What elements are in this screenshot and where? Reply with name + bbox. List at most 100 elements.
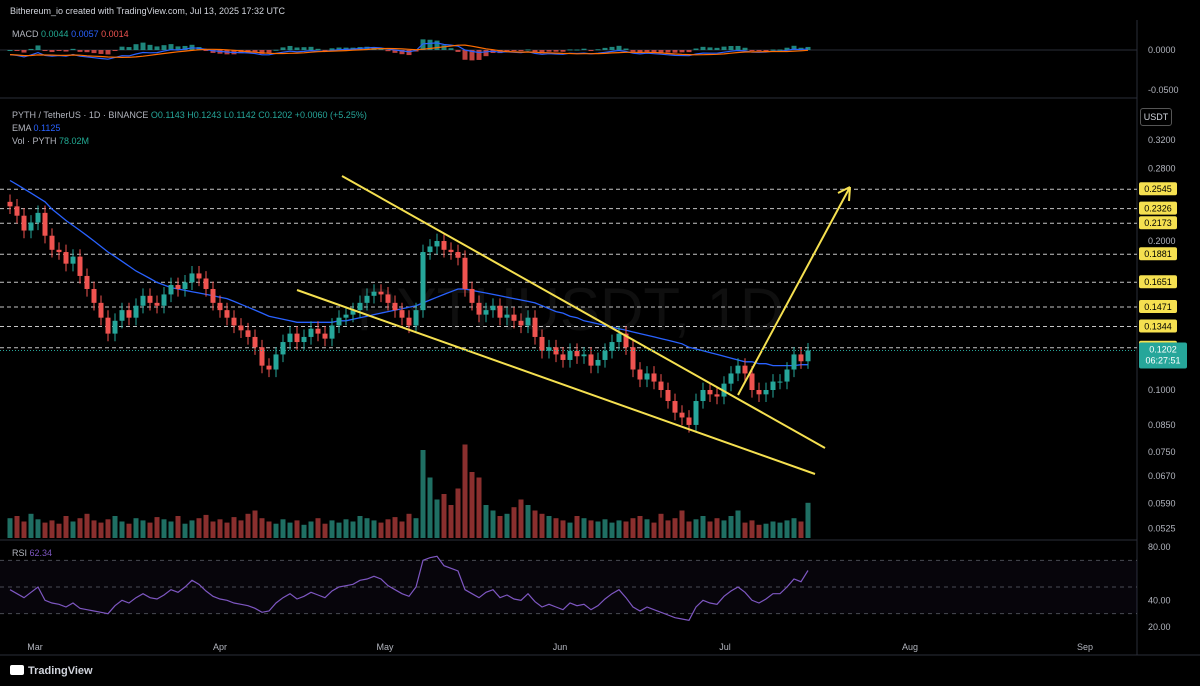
candle-body bbox=[455, 252, 461, 258]
volume-bar bbox=[7, 518, 13, 538]
ohlc-low: L0.1142 bbox=[223, 110, 256, 120]
level-label-box bbox=[1139, 201, 1177, 215]
macd-value-3: 0.0014 bbox=[101, 29, 129, 39]
price-tick-label: 0.3200 bbox=[1148, 135, 1176, 145]
last-price-label: 0.1202 bbox=[1149, 344, 1177, 354]
macd-histogram-bar bbox=[399, 50, 405, 55]
volume-bar bbox=[140, 520, 146, 538]
volume-bar bbox=[777, 522, 783, 538]
candle-body bbox=[588, 354, 594, 366]
candle-body bbox=[511, 314, 517, 321]
volume-bar bbox=[350, 521, 356, 538]
volume-bar bbox=[616, 520, 622, 538]
price-tick-label: 0.1000 bbox=[1148, 385, 1176, 395]
volume-legend[interactable]: Vol · PYTH 78.02M bbox=[12, 136, 89, 146]
macd-histogram-bar bbox=[203, 50, 209, 51]
candle-body bbox=[490, 305, 496, 311]
macd-histogram-bar bbox=[119, 46, 125, 50]
candle-body bbox=[504, 314, 510, 318]
volume-bar bbox=[28, 513, 34, 538]
candle-body bbox=[336, 317, 342, 326]
candle-body bbox=[98, 302, 104, 318]
time-axis-label: May bbox=[376, 642, 394, 652]
macd-histogram-bar bbox=[791, 45, 797, 50]
level-label: 0.1881 bbox=[1144, 249, 1172, 259]
candle-body bbox=[49, 235, 55, 250]
volume-bar bbox=[252, 510, 258, 538]
symbol-legend[interactable]: PYTH / TetherUS · 1D · BINANCE O0.1143 H… bbox=[12, 110, 367, 120]
volume-bar bbox=[623, 521, 629, 538]
volume-bar bbox=[315, 518, 321, 538]
candle-body bbox=[217, 302, 223, 311]
price-tick-label: 0.0850 bbox=[1148, 420, 1176, 430]
rsi-value: 62.34 bbox=[29, 548, 53, 558]
target-arrow-head bbox=[837, 186, 851, 202]
macd-histogram-bar bbox=[210, 50, 216, 53]
candle-body bbox=[469, 288, 475, 303]
macd-line bbox=[9, 42, 809, 60]
target-arrow-line bbox=[737, 186, 851, 396]
volume-bar bbox=[182, 523, 188, 538]
volume-bar bbox=[70, 521, 76, 538]
wedge-lower-line bbox=[296, 289, 816, 475]
macd-histogram-bar bbox=[49, 50, 55, 53]
level-label-box bbox=[1139, 182, 1177, 196]
macd-histogram-bar bbox=[805, 46, 811, 50]
macd-histogram-bar bbox=[609, 46, 615, 50]
macd-histogram-bar bbox=[483, 50, 489, 57]
candle-body bbox=[329, 325, 335, 339]
macd-histogram-bar bbox=[504, 50, 510, 51]
volume-bar bbox=[126, 523, 132, 538]
level-label: 0.2545 bbox=[1144, 184, 1172, 194]
volume-bar bbox=[553, 518, 559, 538]
volume-bar bbox=[322, 523, 328, 538]
macd-histogram-bar bbox=[651, 50, 657, 53]
macd-histogram-bar bbox=[588, 50, 594, 51]
macd-histogram-bar bbox=[154, 46, 160, 50]
volume-bar bbox=[56, 523, 62, 538]
candle-body bbox=[448, 249, 454, 253]
macd-histogram-bar bbox=[658, 50, 664, 53]
volume-value: 78.02M bbox=[59, 136, 90, 146]
currency-button[interactable]: USDT bbox=[1140, 108, 1172, 126]
ema-legend[interactable]: EMA 0.1125 bbox=[12, 123, 60, 133]
macd-histogram-bar bbox=[525, 49, 531, 51]
volume-bar bbox=[609, 522, 615, 538]
candle-body bbox=[378, 291, 384, 295]
volume-bar bbox=[343, 519, 349, 538]
candle-body bbox=[126, 310, 132, 318]
macd-histogram-bar bbox=[476, 50, 482, 60]
last-price-box bbox=[1139, 342, 1187, 369]
candle-body bbox=[434, 241, 440, 247]
candle-body bbox=[518, 320, 524, 326]
macd-histogram-bar bbox=[175, 46, 181, 50]
rsi-label: RSI bbox=[12, 548, 28, 558]
volume-bar bbox=[490, 510, 496, 538]
macd-histogram-bar bbox=[392, 50, 398, 53]
candle-body bbox=[763, 390, 769, 395]
candle-body bbox=[623, 333, 629, 348]
macd-histogram-bar bbox=[42, 50, 48, 51]
macd-histogram-bar bbox=[168, 44, 174, 50]
volume-bar bbox=[791, 518, 797, 538]
volume-bar bbox=[91, 520, 97, 538]
candle-body bbox=[308, 328, 314, 337]
macd-histogram-bar bbox=[420, 39, 426, 50]
candle-body bbox=[602, 350, 608, 360]
volume-bar bbox=[336, 522, 342, 538]
candle-body bbox=[574, 350, 580, 357]
macd-histogram-bar bbox=[427, 39, 433, 50]
candle-body bbox=[497, 305, 503, 318]
macd-histogram-bar bbox=[336, 47, 342, 50]
rsi-tick-label: 80.00 bbox=[1148, 542, 1171, 552]
volume-bar bbox=[217, 519, 223, 538]
volume-bar bbox=[427, 477, 433, 538]
macd-value-2: 0.0057 bbox=[71, 29, 99, 39]
time-axis-label: Mar bbox=[27, 642, 43, 652]
price-tick-label: 0.0590 bbox=[1148, 498, 1176, 508]
macd-histogram-bar bbox=[518, 50, 524, 52]
macd-histogram-bar bbox=[749, 50, 755, 51]
macd-histogram-bar bbox=[546, 50, 552, 52]
macd-histogram-bar bbox=[7, 50, 13, 51]
level-label-box bbox=[1139, 300, 1177, 314]
